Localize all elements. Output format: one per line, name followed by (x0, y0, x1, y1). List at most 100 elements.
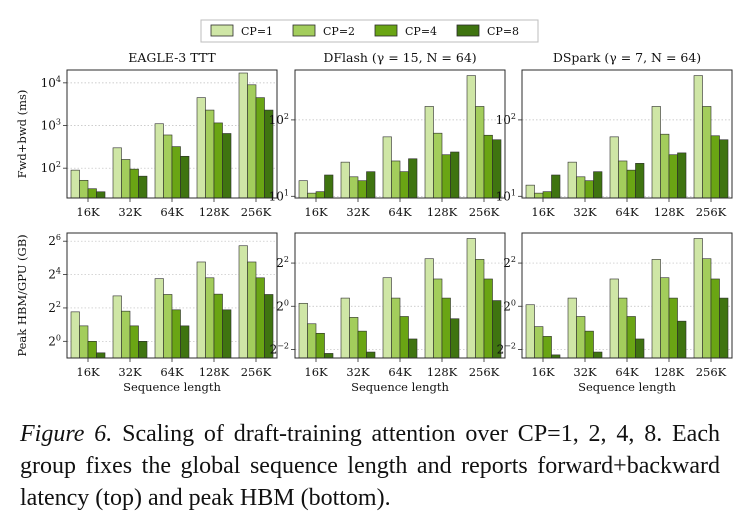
x-tick-label: 64K (615, 365, 639, 379)
bar-64K-cp8 (635, 338, 645, 359)
y-axis-label: Peak HBM/GPU (GB) (15, 234, 29, 356)
x-tick-label: 32K (346, 205, 370, 219)
y-tick-label: 102 (269, 112, 289, 127)
bar-64K-cp2 (163, 134, 173, 199)
bar-16K-cp2 (534, 326, 544, 359)
bar-32K-cp4 (357, 180, 367, 199)
y-tick-label: 22 (276, 255, 289, 270)
axes-frame (521, 69, 733, 199)
bar-16K-cp4 (87, 341, 97, 359)
bar-32K-cp2 (121, 159, 131, 199)
x-tick-label: 16K (304, 205, 328, 219)
bar-16K-cp8 (96, 191, 106, 199)
bar-32K-cp2 (121, 310, 131, 359)
x-tick-label: 128K (427, 365, 458, 379)
bar-32K-cp1 (340, 297, 350, 359)
x-tick-label: 128K (199, 205, 230, 219)
x-tick-label: 256K (469, 205, 500, 219)
y-tick-label: 2−2 (497, 341, 516, 356)
x-tick-label: 64K (160, 205, 184, 219)
bar-16K-cp2 (79, 179, 89, 199)
y-tick-label: 22 (48, 300, 61, 315)
figure-caption: Figure 6. Scaling of draft-training atte… (20, 418, 720, 514)
x-tick-label: 256K (696, 205, 727, 219)
x-tick-label: 32K (573, 205, 597, 219)
bar-16K-cp2 (534, 192, 544, 199)
bar-64K-cp2 (391, 297, 401, 359)
bar-16K-cp8 (551, 174, 561, 199)
bar-128K-cp8 (450, 151, 460, 199)
x-tick-label: 16K (304, 365, 328, 379)
bar-128K-cp4 (441, 297, 451, 359)
panel-5: 2−2 20 22 16K 32K 64K 128K 256K Sequence length (270, 232, 506, 394)
bar-64K-cp4 (399, 171, 409, 199)
bar-32K-cp8 (138, 175, 148, 199)
bar-64K-cp1 (382, 277, 392, 359)
bar-16K-cp8 (324, 353, 334, 359)
bar-16K-cp1 (70, 311, 80, 359)
caption-text: Scaling of draft-training attention over… (20, 421, 720, 511)
bar-16K-cp4 (542, 336, 552, 359)
bar-64K-cp1 (154, 123, 164, 199)
bar-256K-cp8 (719, 139, 729, 199)
bar-256K-cp1 (238, 72, 248, 199)
legend-box (200, 19, 539, 43)
bar-32K-cp8 (366, 171, 376, 199)
y-tick-label: 102 (496, 112, 516, 127)
x-tick-label: 256K (696, 365, 727, 379)
y-tick-label: 24 (48, 267, 61, 282)
bar-128K-cp2 (205, 109, 215, 199)
bar-32K-cp2 (349, 176, 359, 199)
bar-256K-cp2 (247, 84, 257, 199)
legend-swatch-2 (292, 24, 316, 37)
bar-128K-cp4 (213, 293, 223, 359)
bar-32K-cp1 (567, 161, 577, 199)
bar-128K-cp4 (213, 122, 223, 199)
bar-128K-cp8 (677, 152, 687, 199)
x-tick-label: 64K (615, 205, 639, 219)
bar-128K-cp2 (433, 132, 443, 199)
bar-128K-cp8 (677, 320, 687, 359)
bar-16K-cp8 (324, 174, 334, 199)
y-tick-label: 103 (41, 118, 61, 133)
x-tick-label: 256K (241, 205, 272, 219)
caption-label: Figure 6. (20, 421, 113, 447)
legend-swatch-3 (374, 24, 398, 37)
bar-16K-cp4 (87, 188, 97, 199)
bar-256K-cp4 (483, 278, 493, 359)
legend-swatch-1 (210, 24, 234, 37)
bar-64K-cp4 (626, 316, 636, 359)
axes-frame (294, 69, 506, 199)
bar-16K-cp2 (307, 323, 317, 359)
bar-64K-cp1 (382, 136, 392, 199)
bar-16K-cp1 (298, 180, 308, 199)
bar-32K-cp2 (349, 317, 359, 359)
x-tick-label: 32K (118, 205, 142, 219)
bar-256K-cp4 (710, 135, 720, 199)
x-tick-label: 32K (573, 365, 597, 379)
bar-32K-cp1 (112, 147, 122, 199)
x-tick-label: 128K (427, 205, 458, 219)
bar-32K-cp4 (584, 180, 594, 199)
legend-swatch-4 (456, 24, 480, 37)
bar-128K-cp2 (660, 133, 670, 199)
bar-128K-cp2 (660, 277, 670, 359)
bar-128K-cp2 (433, 278, 443, 359)
axes-frame (66, 69, 278, 199)
x-tick-label: 16K (76, 205, 100, 219)
bar-16K-cp4 (315, 191, 325, 199)
bar-128K-cp4 (668, 297, 678, 359)
bar-64K-cp1 (609, 136, 619, 199)
bar-256K-cp4 (255, 97, 265, 199)
bar-256K-cp4 (483, 134, 493, 199)
y-axis-label: Fwd+bwd (ms) (15, 90, 29, 179)
bar-128K-cp1 (651, 106, 661, 199)
bar-32K-cp8 (593, 351, 603, 359)
bar-64K-cp1 (609, 278, 619, 359)
panel-3: 101 102 16K 32K 64K 128K 256K DSpark (γ = 7, N … (496, 50, 733, 219)
x-tick-label: 256K (241, 365, 272, 379)
bar-32K-cp4 (584, 330, 594, 359)
y-tick-label: 104 (41, 75, 61, 90)
panel-title: DSpark (γ = 7, N = 64) (553, 50, 701, 65)
bar-128K-cp1 (424, 258, 434, 359)
